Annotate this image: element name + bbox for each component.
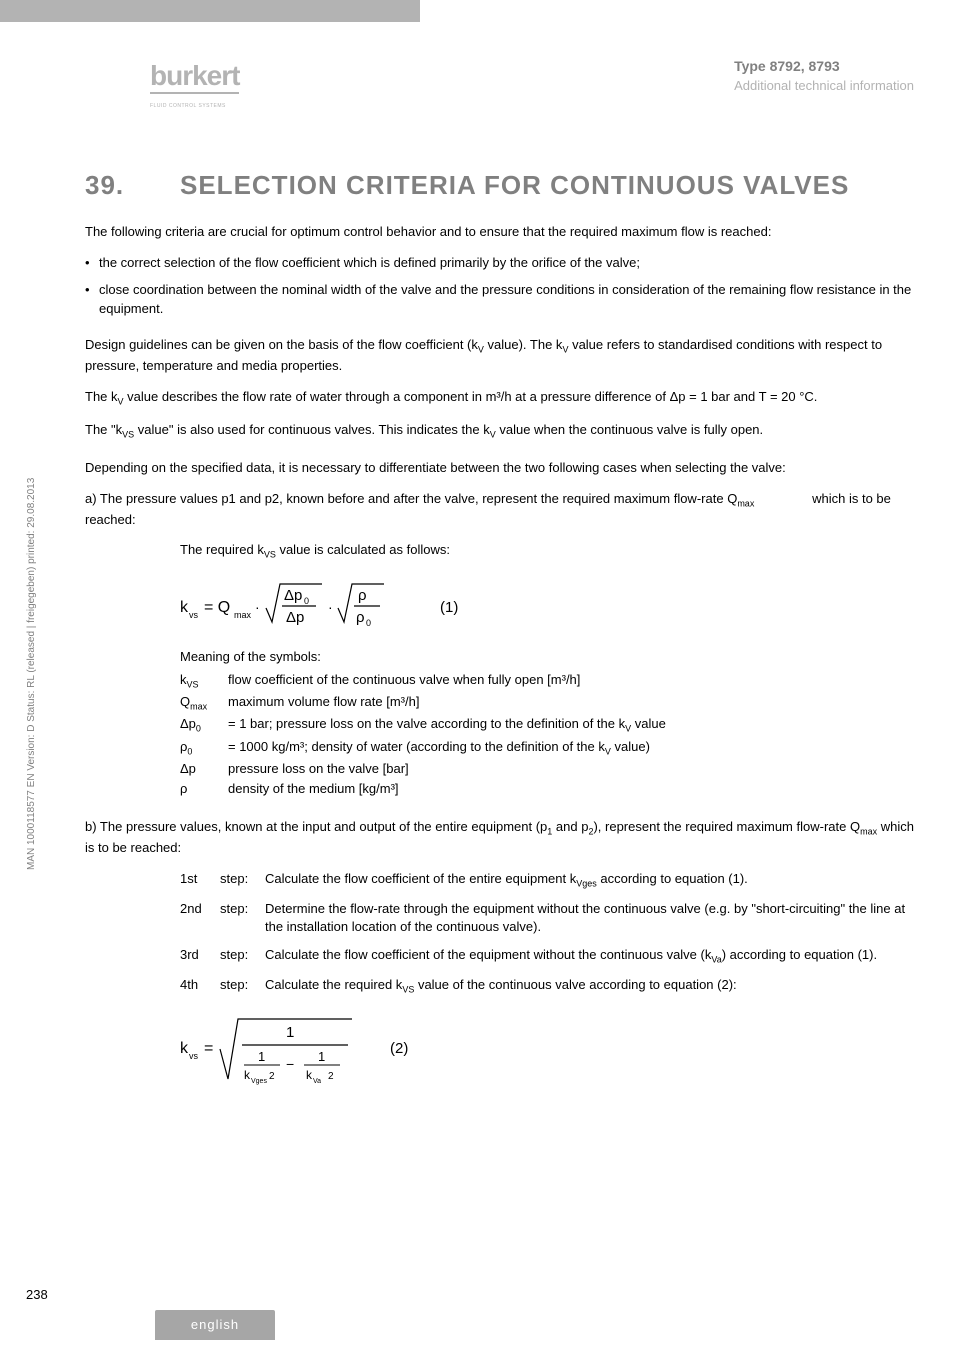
header-subtitle: Additional technical information bbox=[734, 78, 914, 93]
symbol-def: = 1 bar; pressure loss on the valve acco… bbox=[228, 715, 914, 735]
eq2-label: (2) bbox=[390, 1040, 408, 1057]
symbol-row: ρdensity of the medium [kg/m³] bbox=[180, 780, 914, 798]
svg-text:k: k bbox=[180, 599, 189, 616]
intro-paragraph: The following criteria are crucial for o… bbox=[85, 223, 914, 242]
symbol-def: = 1000 kg/m³; density of water (accordin… bbox=[228, 738, 914, 758]
step-row: 2ndstep:Determine the flow-rate through … bbox=[180, 900, 914, 936]
svg-text:−: − bbox=[286, 1056, 294, 1072]
svg-text:0: 0 bbox=[366, 618, 371, 628]
logo-text: burkert bbox=[150, 60, 239, 94]
chapter-number: 39. bbox=[85, 170, 180, 201]
header-right: Type 8792, 8793 Additional technical inf… bbox=[734, 58, 914, 93]
kv-paragraph: The kV value describes the flow rate of … bbox=[85, 388, 914, 409]
logo: burkert FLUID CONTROL SYSTEMS bbox=[150, 60, 280, 108]
svg-text:k: k bbox=[180, 1040, 189, 1057]
page-number: 238 bbox=[26, 1287, 48, 1302]
svg-text:1: 1 bbox=[258, 1049, 265, 1064]
svg-text:k: k bbox=[306, 1068, 313, 1082]
svg-text:= Q: = Q bbox=[204, 599, 230, 616]
kvs-paragraph: The "kVS value" is also used for continu… bbox=[85, 421, 914, 442]
step-row: 4thstep:Calculate the required kVS value… bbox=[180, 976, 914, 996]
svg-text:ρ: ρ bbox=[356, 609, 365, 626]
svg-text:vs: vs bbox=[189, 1051, 199, 1061]
language-tab: english bbox=[155, 1310, 275, 1340]
svg-text:k: k bbox=[244, 1068, 251, 1082]
design-paragraph: Design guidelines can be given on the ba… bbox=[85, 336, 914, 375]
logo-subtext: FLUID CONTROL SYSTEMS bbox=[150, 103, 226, 109]
main-content: 39. SELECTION CRITERIA FOR CONTINUOUS VA… bbox=[85, 170, 914, 1107]
svg-text:0: 0 bbox=[304, 596, 309, 606]
svg-text:2: 2 bbox=[269, 1071, 275, 1082]
side-metadata: MAN 1000118577 EN Version: D Status: RL … bbox=[26, 478, 37, 870]
top-gray-bar bbox=[0, 0, 420, 22]
svg-text:2: 2 bbox=[328, 1071, 334, 1082]
equation-2: k vs = 1 1 k Vges 2 − 1 k Va 2 (2) bbox=[180, 1013, 914, 1089]
svg-text:Vges: Vges bbox=[251, 1078, 267, 1085]
top-bar-divider bbox=[420, 0, 422, 22]
eq1-label: (1) bbox=[440, 599, 458, 616]
steps-block: 1ststep:Calculate the flow coefficient o… bbox=[180, 870, 914, 997]
svg-text:Δp: Δp bbox=[286, 609, 304, 626]
criteria-list: the correct selection of the flow coeffi… bbox=[85, 254, 914, 319]
symbol-row: Δp0= 1 bar; pressure loss on the valve a… bbox=[180, 715, 914, 735]
svg-text:·: · bbox=[328, 599, 333, 615]
required-line: The required kVS value is calculated as … bbox=[180, 541, 914, 562]
chapter-heading: 39. SELECTION CRITERIA FOR CONTINUOUS VA… bbox=[85, 170, 914, 201]
svg-text:vs: vs bbox=[189, 610, 199, 620]
svg-text:Va: Va bbox=[313, 1078, 321, 1085]
svg-text:1: 1 bbox=[318, 1049, 325, 1064]
svg-text:max: max bbox=[234, 610, 252, 620]
equation-1: k vs = Q max · Δp 0 Δp · ρ ρ 0 (1) bbox=[180, 578, 914, 630]
bullet-item: close coordination between the nominal w… bbox=[85, 281, 914, 319]
symbol-row: ρ0= 1000 kg/m³; density of water (accord… bbox=[180, 738, 914, 758]
symbols-block: Meaning of the symbols: kVSflow coeffici… bbox=[180, 648, 914, 798]
symbol-row: Δppressure loss on the valve [bar] bbox=[180, 760, 914, 778]
svg-text:1: 1 bbox=[286, 1024, 294, 1041]
chapter-title: SELECTION CRITERIA FOR CONTINUOUS VALVES bbox=[180, 170, 914, 201]
case-a: a) The pressure values p1 and p2, known … bbox=[85, 490, 914, 529]
symbol-row: kVSflow coefficient of the continuous va… bbox=[180, 671, 914, 691]
symbols-heading: Meaning of the symbols: bbox=[180, 648, 914, 667]
svg-text:ρ: ρ bbox=[358, 587, 367, 604]
svg-text:Δp: Δp bbox=[284, 587, 302, 604]
case-b: b) The pressure values, known at the inp… bbox=[85, 818, 914, 857]
step-row: 1ststep:Calculate the flow coefficient o… bbox=[180, 870, 914, 890]
svg-text:=: = bbox=[204, 1040, 213, 1057]
step-row: 3rdstep:Calculate the flow coefficient o… bbox=[180, 946, 914, 966]
bullet-item: the correct selection of the flow coeffi… bbox=[85, 254, 914, 273]
symbol-row: Qmaxmaximum volume flow rate [m³/h] bbox=[180, 693, 914, 713]
svg-text:·: · bbox=[255, 599, 260, 615]
type-line: Type 8792, 8793 bbox=[734, 58, 914, 74]
depending-paragraph: Depending on the specified data, it is n… bbox=[85, 459, 914, 478]
